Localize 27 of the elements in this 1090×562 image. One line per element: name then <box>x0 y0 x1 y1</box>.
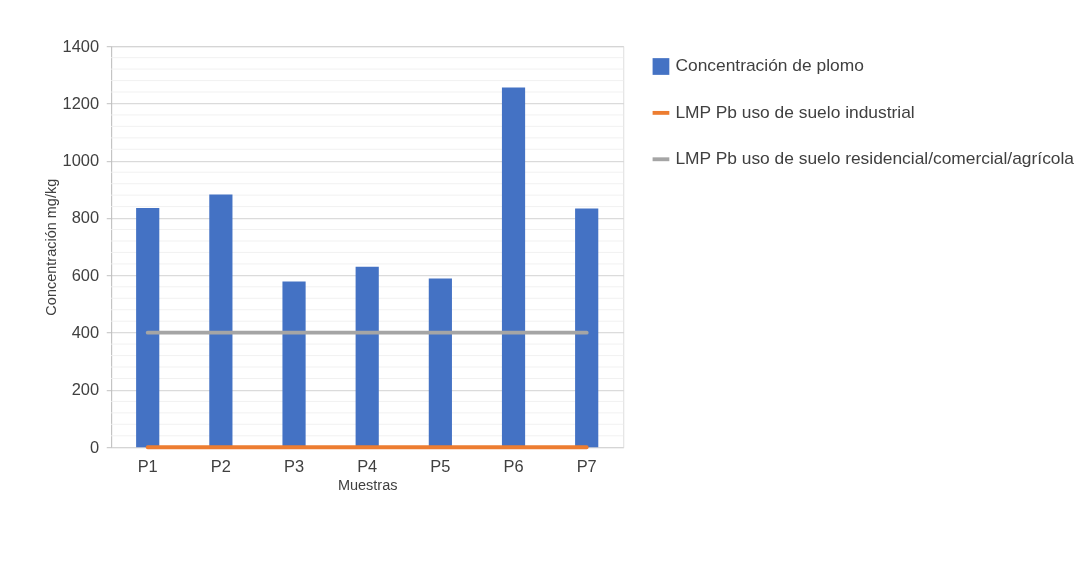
y-tick-label: 200 <box>71 380 100 399</box>
y-axis-title: Concentración mg/kg <box>42 178 59 316</box>
y-tick-label: 1200 <box>62 93 100 112</box>
legend-label: LMP Pb uso de suelo industrial <box>675 101 915 122</box>
y-tick-label: 400 <box>71 322 100 341</box>
bar <box>136 208 160 448</box>
x-tick-label: P7 <box>576 456 597 475</box>
bar <box>575 208 599 448</box>
legend-label: Concentración de plomo <box>675 55 864 76</box>
y-tick-label: 600 <box>71 265 100 284</box>
bar <box>428 278 452 448</box>
y-tick-label: 800 <box>71 208 100 227</box>
bar <box>282 281 306 448</box>
bar <box>355 266 379 448</box>
x-tick-label: P2 <box>210 456 231 475</box>
x-tick-label: P1 <box>137 456 158 475</box>
x-tick-label: P5 <box>430 456 451 475</box>
y-tick-label: 1000 <box>62 151 100 170</box>
x-tick-label: P3 <box>284 456 305 475</box>
y-tick-label: 0 <box>89 437 100 456</box>
x-tick-label: P4 <box>357 456 378 475</box>
legend-label: LMP Pb uso de suelo residencial/comercial/agrícola <box>675 148 1075 169</box>
x-axis-title: Muestras <box>337 477 398 494</box>
bar <box>501 87 526 448</box>
bar <box>209 194 233 448</box>
y-tick-label: 1400 <box>62 36 100 55</box>
x-tick-label: P6 <box>503 456 524 475</box>
